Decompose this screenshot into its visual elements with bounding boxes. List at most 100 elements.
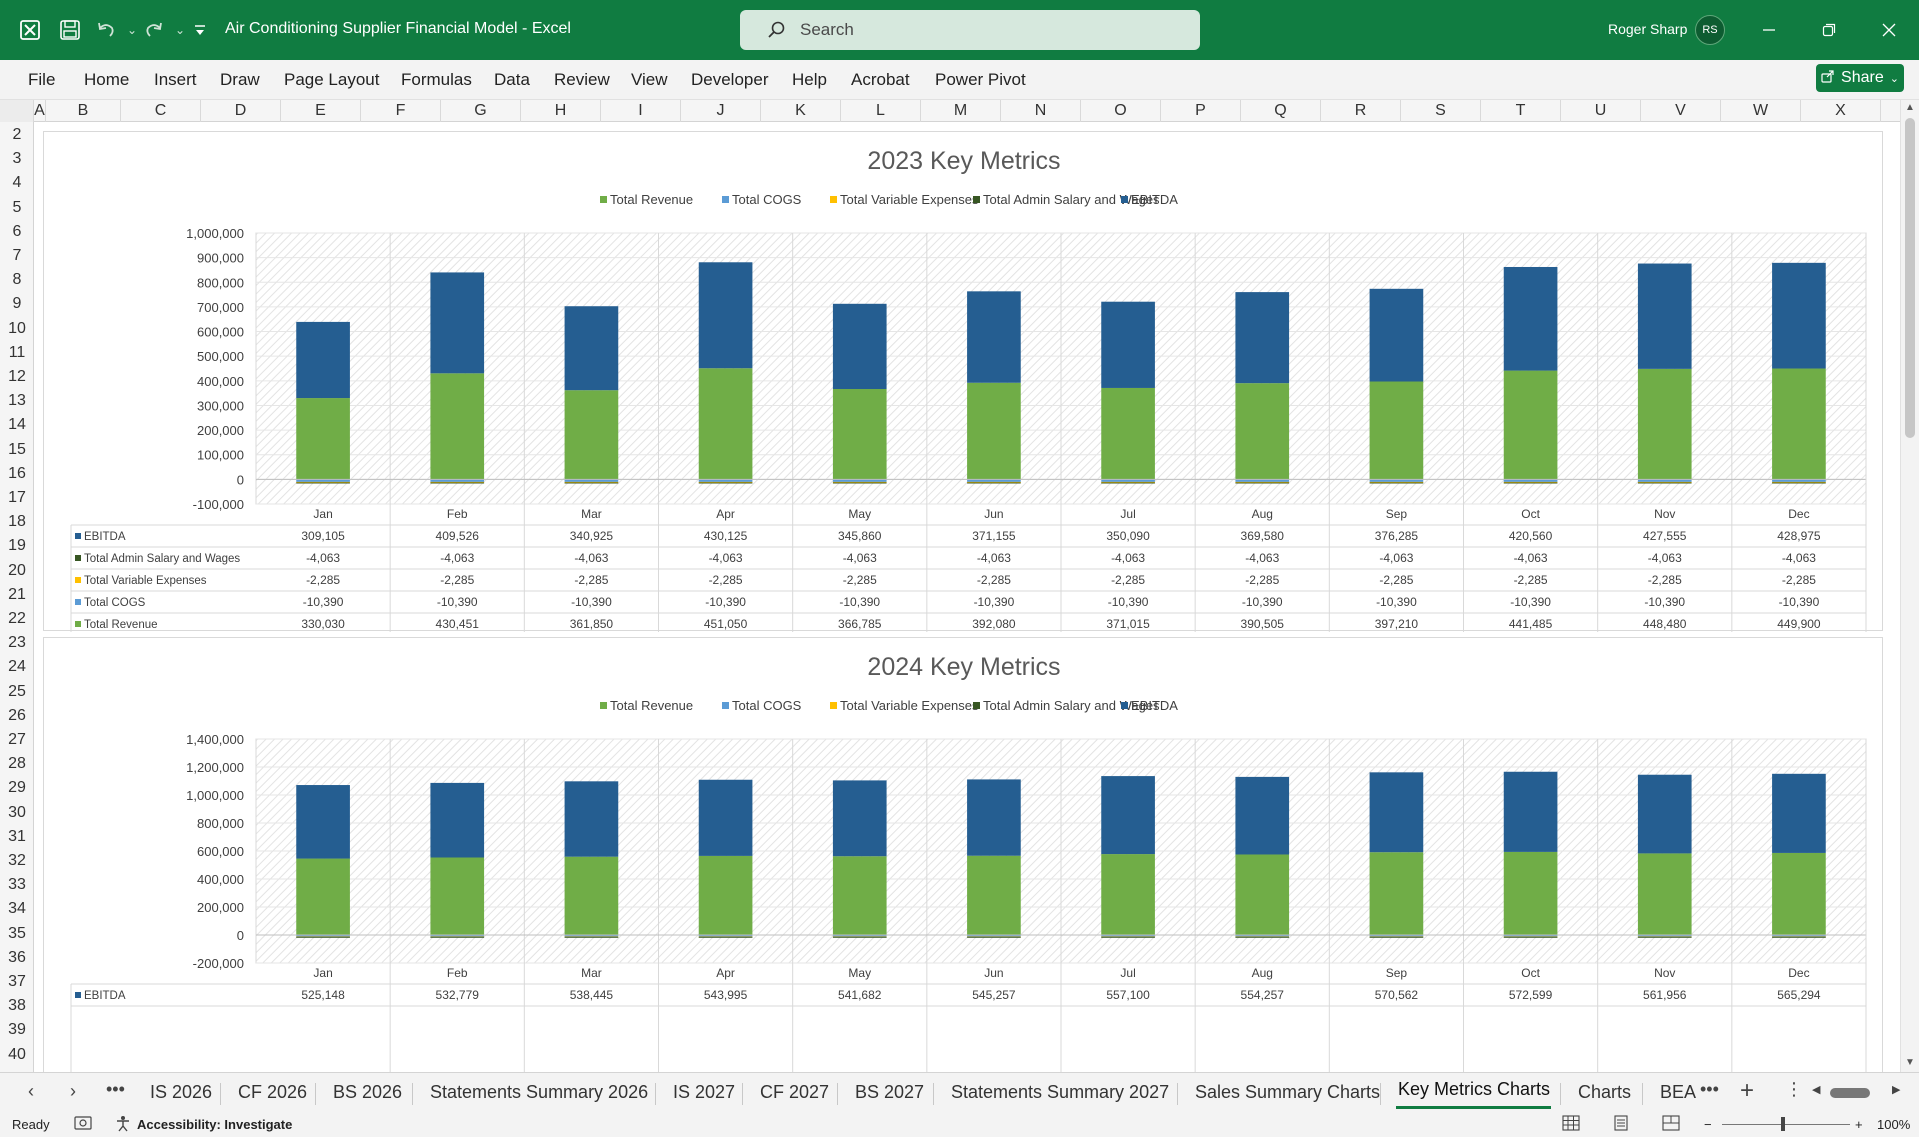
accessibility-icon[interactable] — [114, 1115, 132, 1136]
row-header[interactable]: 7 — [12, 247, 22, 264]
row-header[interactable]: 28 — [8, 755, 26, 773]
row-header[interactable]: 5 — [12, 198, 22, 216]
sheet-tab[interactable]: CF 2027 — [760, 1082, 830, 1102]
sheet-tab[interactable]: IS 2026 — [150, 1082, 213, 1102]
column-header[interactable]: U — [1561, 100, 1641, 122]
menu-help[interactable]: Help — [792, 70, 827, 89]
row-header[interactable]: 15 — [8, 440, 26, 458]
scroll-down-icon[interactable]: ▼ — [1905, 1057, 1915, 1068]
column-header[interactable]: I — [601, 100, 681, 122]
redo-icon[interactable] — [140, 16, 168, 44]
column-header[interactable]: D — [201, 100, 281, 122]
row-header[interactable]: 16 — [8, 464, 26, 482]
menu-developer[interactable]: Developer — [691, 70, 769, 89]
column-header[interactable]: G — [441, 100, 521, 122]
row-header[interactable]: 21 — [8, 585, 26, 603]
sheet-tab[interactable]: BEA — [1660, 1082, 1697, 1102]
menu-acrobat[interactable]: Acrobat — [851, 70, 910, 89]
menu-file[interactable]: File — [28, 70, 56, 89]
row-header[interactable]: 6 — [12, 222, 22, 240]
row-header[interactable]: 31 — [8, 827, 26, 845]
zoom-level[interactable]: 100% — [1877, 1117, 1911, 1132]
row-header[interactable]: 32 — [8, 852, 26, 869]
row-header[interactable]: 35 — [8, 924, 26, 942]
options-icon[interactable]: ⋮ — [1785, 1079, 1803, 1099]
search-input[interactable]: Search — [740, 10, 1200, 50]
scroll-thumb[interactable] — [1905, 118, 1915, 438]
sheet-tab[interactable]: Sales Summary Charts — [1195, 1082, 1381, 1102]
scroll-up-icon[interactable]: ▲ — [1905, 102, 1915, 113]
sheet-tab[interactable]: Statements Summary 2027 — [951, 1082, 1170, 1102]
more-tabs-right-icon[interactable]: ••• — [1700, 1079, 1719, 1099]
row-header[interactable]: 9 — [12, 295, 22, 313]
column-header[interactable]: J — [681, 100, 761, 122]
tab-scroll-right-icon[interactable]: › — [70, 1081, 76, 1101]
menu-formulas[interactable]: Formulas — [401, 70, 472, 89]
zoom-slider-thumb[interactable] — [1781, 1117, 1785, 1131]
sheet-tab[interactable]: Charts — [1578, 1082, 1632, 1102]
share-button[interactable]: Share ⌄ — [1816, 64, 1904, 92]
column-header[interactable]: T — [1481, 100, 1561, 122]
row-header[interactable]: 33 — [8, 876, 26, 894]
row-header[interactable]: 4 — [12, 174, 22, 192]
horizontal-scrollbar[interactable]: ◀ ▶ — [1812, 1084, 1904, 1100]
customize-toolbar-icon[interactable] — [186, 16, 214, 44]
sheet-tab[interactable]: BS 2027 — [855, 1082, 925, 1102]
scroll-right-icon[interactable]: ▶ — [1892, 1084, 1901, 1096]
row-header[interactable]: 36 — [8, 948, 26, 966]
chart-2023-key-metrics[interactable]: 2023 Key Metrics Total Revenue Total COGS T… — [43, 131, 1883, 636]
redo-dropdown-icon[interactable]: ⌄ — [174, 23, 186, 37]
normal-view-icon[interactable] — [1562, 1115, 1580, 1134]
column-header[interactable]: C — [121, 100, 201, 122]
row-header[interactable]: 10 — [8, 319, 26, 337]
row-header[interactable]: 12 — [8, 368, 26, 385]
user-name[interactable]: Roger Sharp — [1608, 21, 1688, 37]
scroll-left-icon[interactable]: ◀ — [1812, 1084, 1821, 1096]
row-header[interactable]: 3 — [12, 150, 22, 168]
page-layout-view-icon[interactable] — [1612, 1115, 1630, 1134]
select-all-corner[interactable] — [0, 100, 34, 122]
column-header[interactable]: W — [1721, 100, 1801, 122]
column-header[interactable]: E — [281, 100, 361, 122]
row-header[interactable]: 20 — [8, 561, 26, 579]
menu-review[interactable]: Review — [554, 70, 610, 89]
row-header[interactable]: 2 — [12, 126, 22, 143]
menu-draw[interactable]: Draw — [220, 70, 260, 89]
zoom-in-icon[interactable]: + — [1855, 1117, 1863, 1132]
sheet-tab[interactable]: Statements Summary 2026 — [430, 1082, 649, 1102]
minimize-icon[interactable] — [1753, 14, 1785, 46]
row-header[interactable]: 8 — [12, 271, 22, 289]
column-header[interactable]: N — [1001, 100, 1081, 122]
row-header[interactable]: 27 — [8, 731, 26, 748]
row-header[interactable]: 13 — [8, 392, 26, 410]
row-header[interactable]: 39 — [8, 1021, 26, 1039]
row-header[interactable]: 11 — [8, 343, 26, 361]
row-header[interactable]: 19 — [8, 537, 26, 555]
sheet-tab[interactable]: Key Metrics Charts — [1398, 1079, 1551, 1099]
row-header[interactable]: 23 — [8, 634, 26, 652]
accessibility-status[interactable]: Accessibility: Investigate — [137, 1117, 293, 1132]
menu-power-pivot[interactable]: Power Pivot — [935, 70, 1026, 89]
menu-data[interactable]: Data — [494, 70, 530, 89]
macro-record-icon[interactable] — [74, 1115, 92, 1134]
column-header[interactable]: P — [1161, 100, 1241, 122]
column-header[interactable]: O — [1081, 100, 1161, 122]
row-header[interactable]: 40 — [8, 1045, 26, 1063]
row-header[interactable]: 25 — [8, 682, 26, 700]
zoom-out-icon[interactable]: − — [1704, 1117, 1712, 1132]
column-header[interactable]: K — [761, 100, 841, 122]
row-header[interactable]: 17 — [8, 489, 26, 506]
column-header[interactable]: R — [1321, 100, 1401, 122]
row-header[interactable]: 22 — [8, 610, 26, 627]
menu-page-layout[interactable]: Page Layout — [284, 70, 380, 89]
restore-icon[interactable] — [1813, 14, 1845, 46]
row-header[interactable]: 18 — [8, 513, 26, 531]
menu-insert[interactable]: Insert — [154, 70, 197, 89]
zoom-slider[interactable] — [1722, 1124, 1850, 1125]
new-sheet-icon[interactable]: + — [1740, 1077, 1755, 1104]
more-tabs-icon[interactable]: ••• — [106, 1079, 125, 1099]
row-header[interactable]: 34 — [8, 900, 26, 918]
sheet-tab[interactable]: IS 2027 — [673, 1082, 736, 1102]
sheet-tab[interactable]: BS 2026 — [333, 1082, 403, 1102]
column-header[interactable]: A — [34, 100, 46, 122]
